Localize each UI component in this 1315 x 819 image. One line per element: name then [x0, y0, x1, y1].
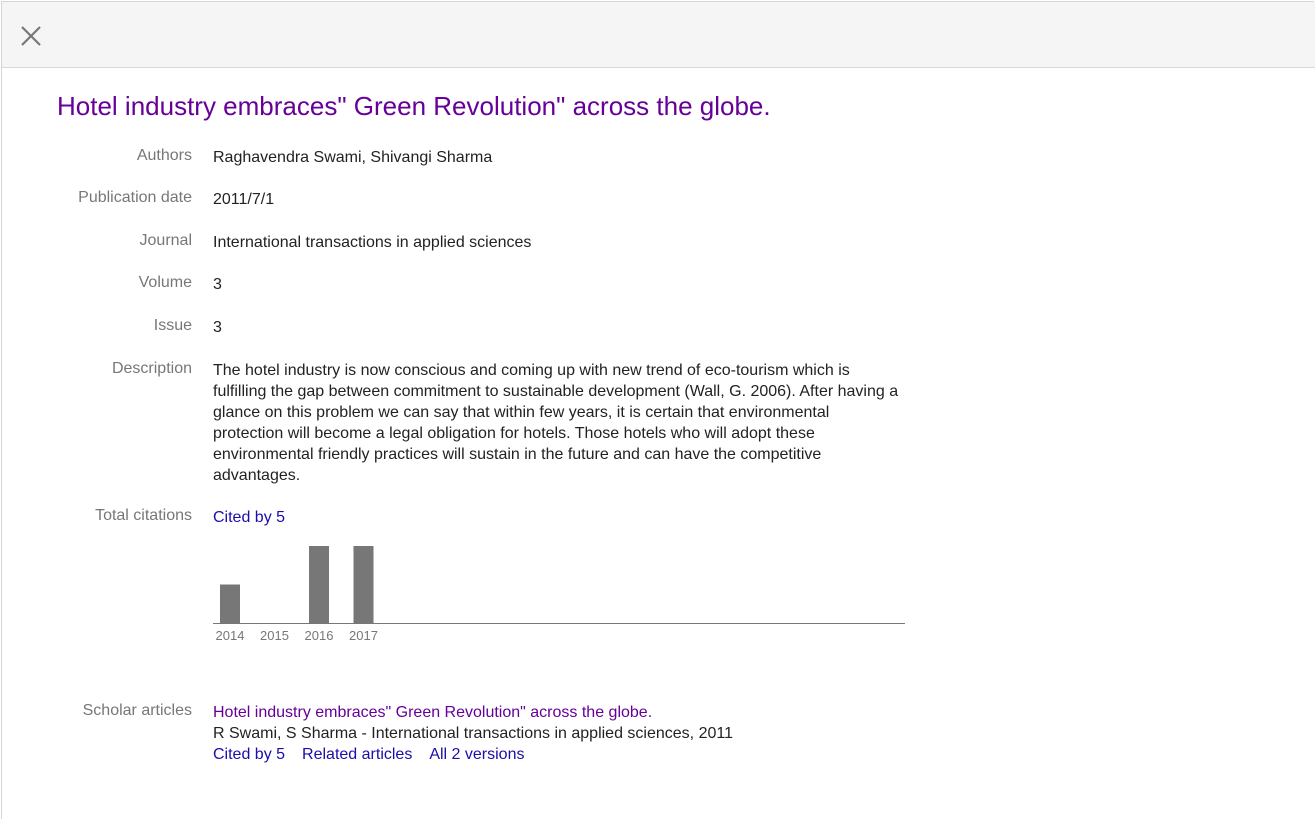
field-label: Authors — [136, 147, 192, 164]
field-label: Description — [111, 360, 192, 377]
field-value: 3 — [213, 319, 222, 336]
all-versions-link[interactable]: All 2 versions — [429, 746, 525, 763]
cited-by-link[interactable]: Cited by 5 — [213, 509, 286, 526]
chart-tick-label: 2014 — [216, 628, 245, 643]
scholar-cited-by-link[interactable]: Cited by 5 — [213, 746, 286, 763]
field-label: Issue — [153, 317, 192, 334]
chart-tick-label: 2016 — [305, 628, 334, 643]
related-articles-link[interactable]: Related articles — [302, 746, 413, 763]
field-value: Raghavendra Swami, Shivangi Sharma — [213, 149, 493, 166]
scholar-article-meta: R Swami, S Sharma - International transa… — [213, 725, 733, 742]
dialog-header — [2, 2, 1315, 68]
scholar-article: Hotel industry embraces" Green Revolutio… — [213, 702, 733, 765]
article-title[interactable]: Hotel industry embraces" Green Revolutio… — [57, 91, 771, 121]
field-label: Journal — [139, 232, 192, 249]
chart-bar-2014[interactable] — [220, 584, 240, 624]
scholar-links: Cited by 5 Related articles All 2 versions — [213, 746, 524, 763]
close-icon[interactable] — [18, 23, 44, 49]
citations-chart: 2014 2015 2016 2017 — [213, 546, 905, 643]
field-value: International transactions in applied sc… — [213, 234, 532, 251]
chart-tick-label: 2017 — [349, 628, 378, 643]
field-label: Volume — [138, 274, 192, 291]
chart-bar-2017[interactable] — [353, 546, 374, 623]
description-text: The hotel industry is now conscious and … — [213, 362, 899, 484]
field-label: Total citations — [95, 507, 192, 524]
field-label: Scholar articles — [82, 702, 192, 719]
chart-bar-2016[interactable] — [309, 546, 329, 623]
chart-tick-label: 2015 — [260, 628, 289, 643]
field-value: 3 — [213, 276, 222, 293]
field-label: Publication date — [78, 189, 192, 206]
field-value: 2011/7/1 — [213, 191, 275, 208]
scholar-article-title-link[interactable]: Hotel industry embraces" Green Revolutio… — [213, 704, 653, 721]
